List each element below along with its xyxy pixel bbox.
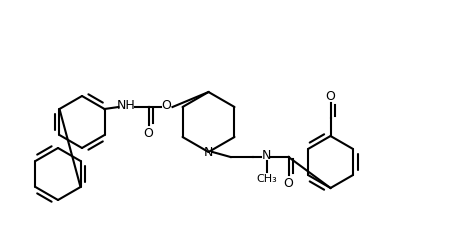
Text: O: O xyxy=(326,89,335,103)
Text: O: O xyxy=(144,126,153,139)
Text: O: O xyxy=(284,177,293,189)
Text: N: N xyxy=(204,145,213,159)
Text: N: N xyxy=(262,148,271,162)
Text: NH: NH xyxy=(117,99,136,112)
Text: O: O xyxy=(162,99,171,112)
Text: CH₃: CH₃ xyxy=(256,174,277,184)
